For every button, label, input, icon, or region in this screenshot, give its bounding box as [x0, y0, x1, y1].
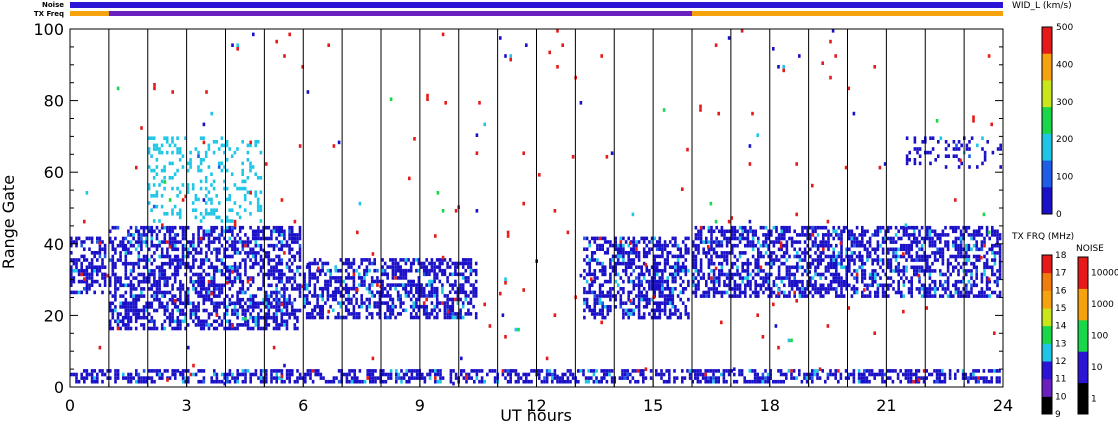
txfreq-colorbar-label: 15: [1055, 304, 1066, 314]
txfreq-colorbar-swatch: [1042, 379, 1052, 397]
x-tick-label: 9: [415, 396, 425, 415]
noise-colorbar-swatch: [1078, 288, 1088, 320]
x-tick-label: 3: [182, 396, 192, 415]
noise-colorbar-label: 1: [1091, 394, 1097, 404]
x-tick-label: 21: [876, 396, 896, 415]
txfreq-colorbar-swatch: [1042, 326, 1052, 344]
noise-colorbar-swatch: [1078, 351, 1088, 383]
width-colorbar-swatch: [1042, 161, 1052, 188]
noise-bar-label: Noise: [42, 1, 64, 9]
txfreq-status-segment: [692, 11, 1003, 16]
txfreq-bar-label: TX Freq: [34, 10, 64, 18]
txfreq-colorbar-label: 10: [1055, 392, 1067, 402]
noise-colorbar-label: 10000: [1091, 269, 1118, 279]
width-colorbar-label: 100: [1056, 173, 1073, 183]
txfreq-colorbar-swatch: [1042, 308, 1052, 326]
txfreq-colorbar-swatch: [1042, 396, 1052, 414]
txfreq-colorbar-label: 18: [1055, 251, 1067, 261]
x-tick-label: 6: [298, 396, 308, 415]
noise-colorbar-swatch: [1078, 383, 1088, 415]
noise-colorbar-title: NOISE: [1076, 244, 1104, 254]
txfreq-colorbar-title: TX FRQ (MHz): [1011, 232, 1074, 242]
noise-status-bar: [70, 2, 1003, 8]
txfreq-status-segment: [70, 11, 109, 16]
y-tick-label: 40: [44, 235, 64, 254]
noise-colorbar: 1 10 100 1000 10000: [1078, 257, 1118, 415]
y-tick-label: 60: [44, 163, 64, 182]
txfreq-colorbar-label: 12: [1055, 357, 1066, 367]
noise-colorbar-label: 1000: [1091, 300, 1114, 310]
txfreq-colorbar-swatch: [1042, 273, 1052, 291]
noise-colorbar-swatch: [1078, 320, 1088, 352]
width-colorbar-label: 500: [1056, 23, 1073, 33]
width-colorbar: 0 100 200 300 400 500: [1042, 23, 1073, 220]
width-colorbar-swatch: [1042, 27, 1052, 54]
txfreq-colorbar-swatch: [1042, 361, 1052, 379]
txfreq-colorbar-label: 16: [1055, 286, 1067, 296]
txfreq-colorbar-label: 9: [1055, 410, 1061, 420]
width-colorbar-title: WID_L (km/s): [1012, 1, 1072, 11]
width-colorbar-label: 300: [1056, 98, 1073, 108]
txfreq-colorbar-label: 11: [1055, 375, 1066, 385]
txfreq-colorbar-swatch: [1042, 343, 1052, 361]
x-tick-label: 0: [65, 396, 75, 415]
x-tick-label: 24: [993, 396, 1013, 415]
noise-colorbar-label: 10: [1091, 363, 1103, 373]
width-colorbar-label: 400: [1056, 60, 1073, 70]
y-tick-label: 80: [44, 92, 64, 111]
txfreq-colorbar-label: 14: [1055, 322, 1067, 332]
width-colorbar-swatch: [1042, 134, 1052, 161]
noise-colorbar-swatch: [1078, 257, 1088, 289]
width-colorbar-label: 200: [1056, 135, 1073, 145]
txfreq-colorbar-swatch: [1042, 255, 1052, 273]
x-tick-label: 18: [760, 396, 780, 415]
y-tick-label: 20: [44, 306, 64, 325]
x-tick-label: 15: [643, 396, 663, 415]
width-colorbar-swatch: [1042, 54, 1052, 81]
width-colorbar-swatch: [1042, 80, 1052, 107]
x-axis-title: UT hours: [500, 406, 572, 425]
txfreq-status-segment: [109, 11, 692, 16]
y-tick-label: 100: [33, 20, 64, 39]
width-colorbar-swatch: [1042, 107, 1052, 134]
y-tick-label: 0: [54, 378, 64, 397]
txfreq-colorbar-label: 17: [1055, 269, 1066, 279]
width-colorbar-swatch: [1042, 187, 1052, 214]
y-axis-title: Range Gate: [0, 175, 18, 269]
txfreq-colorbar: 9 10 11 12 13 14 15 16 17 18: [1042, 251, 1067, 420]
noise-colorbar-label: 100: [1091, 332, 1108, 342]
width-colorbar-label: 0: [1056, 210, 1062, 220]
status-bars: [70, 2, 1003, 16]
txfreq-colorbar-swatch: [1042, 290, 1052, 308]
txfreq-colorbar-label: 13: [1055, 339, 1066, 349]
